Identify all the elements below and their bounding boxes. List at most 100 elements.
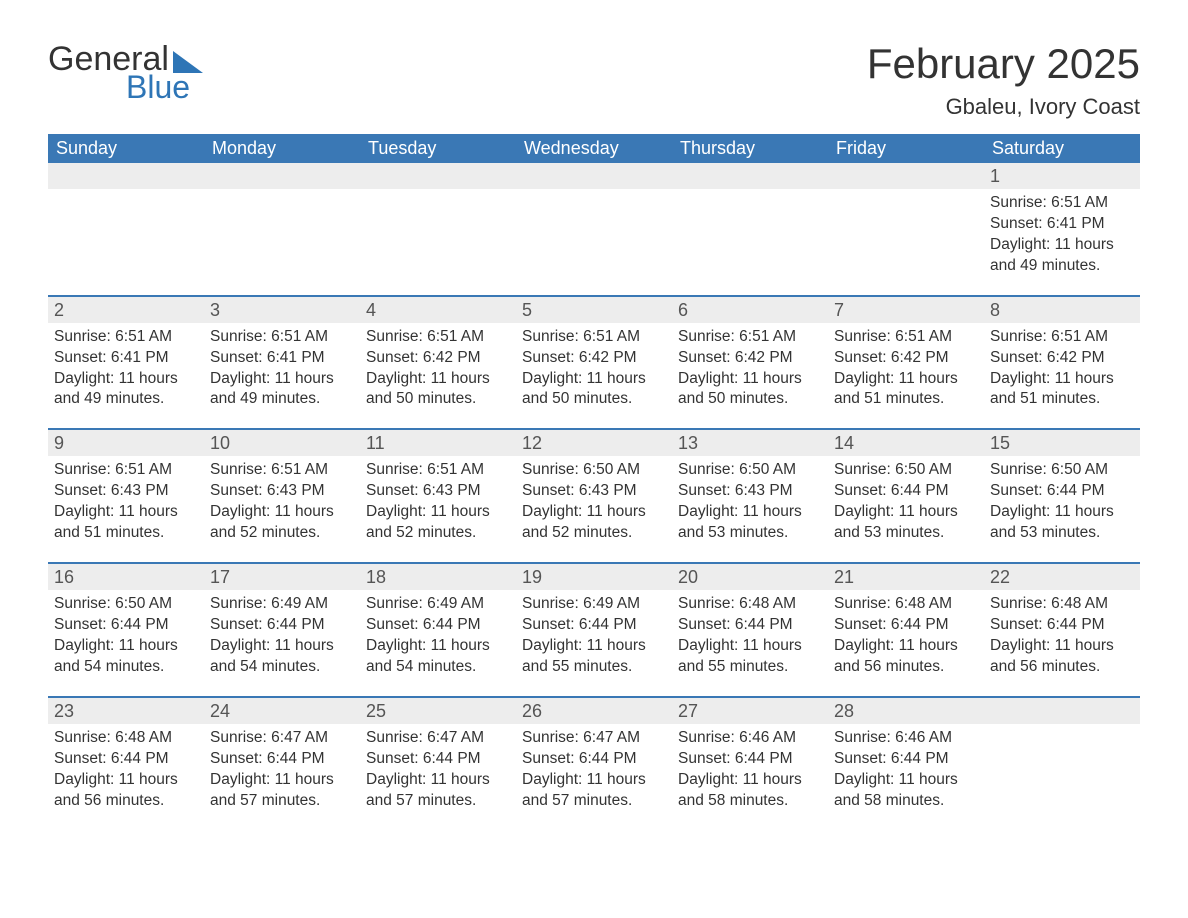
sunrise-text: Sunrise: 6:51 AM — [990, 193, 1134, 214]
sunset-text: Sunset: 6:43 PM — [678, 481, 822, 502]
day-body: Sunrise: 6:50 AMSunset: 6:44 PMDaylight:… — [828, 456, 984, 544]
daylight-text: Daylight: 11 hours and 57 minutes. — [366, 770, 510, 812]
day-cell: 5Sunrise: 6:51 AMSunset: 6:42 PMDaylight… — [516, 297, 672, 411]
day-cell: 4Sunrise: 6:51 AMSunset: 6:42 PMDaylight… — [360, 297, 516, 411]
daylight-text: Daylight: 11 hours and 54 minutes. — [54, 636, 198, 678]
sunset-text: Sunset: 6:43 PM — [522, 481, 666, 502]
day-cell: 28Sunrise: 6:46 AMSunset: 6:44 PMDayligh… — [828, 698, 984, 812]
day-body: Sunrise: 6:47 AMSunset: 6:44 PMDaylight:… — [516, 724, 672, 812]
title-block: February 2025 Gbaleu, Ivory Coast — [867, 40, 1140, 120]
sunset-text: Sunset: 6:44 PM — [54, 749, 198, 770]
weekday-header: Monday — [204, 134, 360, 163]
sunrise-text: Sunrise: 6:48 AM — [678, 594, 822, 615]
day-number: 8 — [984, 297, 1140, 323]
sunset-text: Sunset: 6:44 PM — [210, 749, 354, 770]
sunset-text: Sunset: 6:41 PM — [990, 214, 1134, 235]
location-label: Gbaleu, Ivory Coast — [867, 94, 1140, 120]
daylight-text: Daylight: 11 hours and 55 minutes. — [522, 636, 666, 678]
day-body: Sunrise: 6:48 AMSunset: 6:44 PMDaylight:… — [828, 590, 984, 678]
sunrise-text: Sunrise: 6:47 AM — [522, 728, 666, 749]
daylight-text: Daylight: 11 hours and 49 minutes. — [210, 369, 354, 411]
day-number — [204, 163, 360, 189]
day-cell: 17Sunrise: 6:49 AMSunset: 6:44 PMDayligh… — [204, 564, 360, 678]
day-number — [984, 698, 1140, 724]
day-number: 27 — [672, 698, 828, 724]
weekday-header: Wednesday — [516, 134, 672, 163]
day-number: 24 — [204, 698, 360, 724]
sunrise-text: Sunrise: 6:47 AM — [366, 728, 510, 749]
daylight-text: Daylight: 11 hours and 50 minutes. — [678, 369, 822, 411]
sunrise-text: Sunrise: 6:50 AM — [54, 594, 198, 615]
daylight-text: Daylight: 11 hours and 50 minutes. — [522, 369, 666, 411]
daylight-text: Daylight: 11 hours and 54 minutes. — [210, 636, 354, 678]
sunset-text: Sunset: 6:42 PM — [834, 348, 978, 369]
day-number: 21 — [828, 564, 984, 590]
sunset-text: Sunset: 6:41 PM — [210, 348, 354, 369]
day-body: Sunrise: 6:49 AMSunset: 6:44 PMDaylight:… — [360, 590, 516, 678]
day-number: 14 — [828, 430, 984, 456]
daylight-text: Daylight: 11 hours and 51 minutes. — [990, 369, 1134, 411]
day-number: 5 — [516, 297, 672, 323]
day-body: Sunrise: 6:51 AMSunset: 6:42 PMDaylight:… — [828, 323, 984, 411]
day-cell — [828, 163, 984, 277]
week-row: 16Sunrise: 6:50 AMSunset: 6:44 PMDayligh… — [48, 562, 1140, 678]
day-cell — [516, 163, 672, 277]
day-number — [516, 163, 672, 189]
day-cell: 7Sunrise: 6:51 AMSunset: 6:42 PMDaylight… — [828, 297, 984, 411]
day-number: 26 — [516, 698, 672, 724]
day-body: Sunrise: 6:51 AMSunset: 6:41 PMDaylight:… — [984, 189, 1140, 277]
sunrise-text: Sunrise: 6:51 AM — [366, 460, 510, 481]
day-body: Sunrise: 6:48 AMSunset: 6:44 PMDaylight:… — [48, 724, 204, 812]
sunset-text: Sunset: 6:44 PM — [210, 615, 354, 636]
day-number: 12 — [516, 430, 672, 456]
daylight-text: Daylight: 11 hours and 56 minutes. — [990, 636, 1134, 678]
sunset-text: Sunset: 6:44 PM — [834, 615, 978, 636]
daylight-text: Daylight: 11 hours and 57 minutes. — [210, 770, 354, 812]
weeks-container: 1Sunrise: 6:51 AMSunset: 6:41 PMDaylight… — [48, 163, 1140, 811]
day-body: Sunrise: 6:50 AMSunset: 6:43 PMDaylight:… — [672, 456, 828, 544]
day-cell: 9Sunrise: 6:51 AMSunset: 6:43 PMDaylight… — [48, 430, 204, 544]
calendar: Sunday Monday Tuesday Wednesday Thursday… — [48, 134, 1140, 811]
sunset-text: Sunset: 6:44 PM — [522, 615, 666, 636]
sunset-text: Sunset: 6:44 PM — [990, 481, 1134, 502]
sunrise-text: Sunrise: 6:51 AM — [366, 327, 510, 348]
day-cell — [48, 163, 204, 277]
sunset-text: Sunset: 6:43 PM — [210, 481, 354, 502]
day-body: Sunrise: 6:51 AMSunset: 6:41 PMDaylight:… — [204, 323, 360, 411]
day-body: Sunrise: 6:46 AMSunset: 6:44 PMDaylight:… — [828, 724, 984, 812]
day-number: 22 — [984, 564, 1140, 590]
weekday-header: Thursday — [672, 134, 828, 163]
day-number: 13 — [672, 430, 828, 456]
day-number — [360, 163, 516, 189]
sunrise-text: Sunrise: 6:51 AM — [522, 327, 666, 348]
day-cell: 22Sunrise: 6:48 AMSunset: 6:44 PMDayligh… — [984, 564, 1140, 678]
weekday-header: Saturday — [984, 134, 1140, 163]
brand-word-2: Blue — [126, 69, 190, 106]
weekday-header: Friday — [828, 134, 984, 163]
day-body: Sunrise: 6:47 AMSunset: 6:44 PMDaylight:… — [204, 724, 360, 812]
day-cell: 20Sunrise: 6:48 AMSunset: 6:44 PMDayligh… — [672, 564, 828, 678]
daylight-text: Daylight: 11 hours and 51 minutes. — [54, 502, 198, 544]
weekday-header: Tuesday — [360, 134, 516, 163]
day-number — [48, 163, 204, 189]
daylight-text: Daylight: 11 hours and 56 minutes. — [54, 770, 198, 812]
day-cell — [672, 163, 828, 277]
day-cell: 6Sunrise: 6:51 AMSunset: 6:42 PMDaylight… — [672, 297, 828, 411]
day-cell: 19Sunrise: 6:49 AMSunset: 6:44 PMDayligh… — [516, 564, 672, 678]
day-number: 15 — [984, 430, 1140, 456]
daylight-text: Daylight: 11 hours and 58 minutes. — [678, 770, 822, 812]
sunrise-text: Sunrise: 6:48 AM — [54, 728, 198, 749]
week-row: 1Sunrise: 6:51 AMSunset: 6:41 PMDaylight… — [48, 163, 1140, 277]
sunrise-text: Sunrise: 6:50 AM — [678, 460, 822, 481]
day-number: 28 — [828, 698, 984, 724]
day-body: Sunrise: 6:51 AMSunset: 6:42 PMDaylight:… — [516, 323, 672, 411]
day-cell: 24Sunrise: 6:47 AMSunset: 6:44 PMDayligh… — [204, 698, 360, 812]
day-cell: 12Sunrise: 6:50 AMSunset: 6:43 PMDayligh… — [516, 430, 672, 544]
day-body: Sunrise: 6:51 AMSunset: 6:43 PMDaylight:… — [48, 456, 204, 544]
sunset-text: Sunset: 6:42 PM — [366, 348, 510, 369]
sunset-text: Sunset: 6:42 PM — [678, 348, 822, 369]
day-body: Sunrise: 6:49 AMSunset: 6:44 PMDaylight:… — [516, 590, 672, 678]
sunrise-text: Sunrise: 6:49 AM — [522, 594, 666, 615]
sunset-text: Sunset: 6:44 PM — [678, 749, 822, 770]
daylight-text: Daylight: 11 hours and 51 minutes. — [834, 369, 978, 411]
